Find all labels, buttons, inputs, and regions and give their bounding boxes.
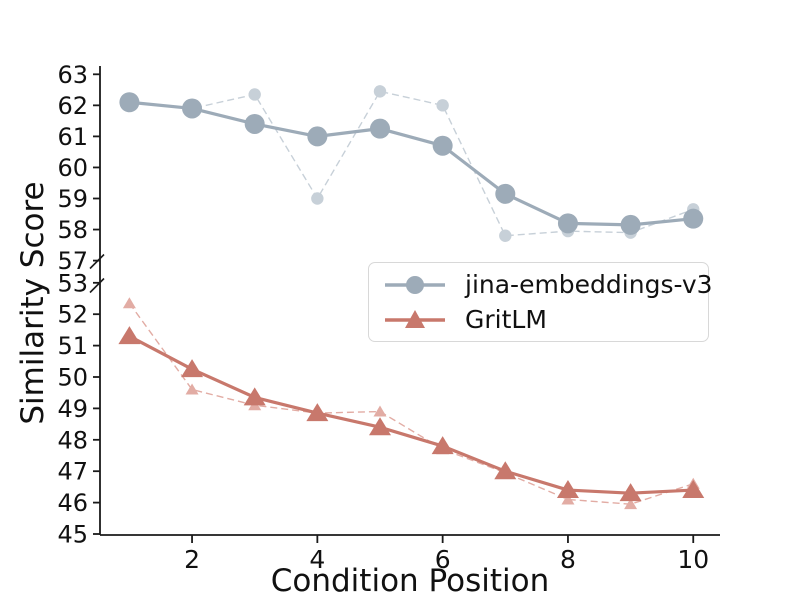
y-tick-label: 60 (57, 154, 88, 182)
data-point-marker (556, 480, 579, 499)
data-point-marker (683, 208, 704, 229)
y-ticks-top: 57 58 59 60 61 62 63 (57, 61, 100, 275)
y-tick-label: 49 (57, 395, 88, 423)
break-slash (89, 277, 105, 294)
data-point-marker (620, 214, 641, 235)
x-axis-label: Condition Position (270, 563, 550, 599)
data-point-marker (373, 85, 387, 98)
series-line (129, 100, 694, 227)
data-point-marker (306, 403, 329, 422)
data-point-marker (682, 480, 705, 499)
data-point-marker (122, 297, 136, 309)
data-point-marker (561, 493, 575, 505)
y-tick-label: 58 (57, 216, 88, 244)
x-tick-label: 6 (435, 545, 451, 574)
y-tick-label: 52 (57, 301, 88, 329)
data-point-marker (181, 359, 204, 378)
y-tick-label: 59 (57, 185, 88, 213)
data-point-marker (307, 126, 328, 147)
data-point-marker (185, 383, 199, 395)
axes (99, 66, 720, 536)
y-tick-label: 46 (57, 489, 88, 517)
x-tick-label: 4 (309, 545, 325, 574)
y-tick-label: 53 (57, 269, 88, 297)
x-ticks: 2 4 6 8 10 (184, 535, 709, 574)
series-GritLM (118, 326, 705, 502)
legend-label: GritLM (465, 305, 547, 334)
legend-item-GritLM: GritLM (379, 303, 698, 337)
data-point-marker (619, 483, 642, 502)
series-line (129, 90, 694, 237)
data-point-marker (624, 498, 638, 510)
y-tick-label: 61 (57, 123, 88, 151)
data-point-marker (243, 387, 266, 406)
y-tick-label: 48 (57, 426, 88, 454)
legend: jina-embeddings-v3 GritLM (368, 262, 713, 342)
y-tick-label: 63 (57, 61, 88, 89)
legend-triangle-marker-icon (385, 309, 445, 328)
legend-item-jina-embeddings-v3: jina-embeddings-v3 (379, 268, 713, 302)
data-point-marker (431, 436, 454, 455)
data-point-marker (373, 405, 387, 417)
y-tick-label: 45 (57, 521, 88, 549)
y-axis-label: Similarity Score (15, 181, 51, 425)
series-jina-embeddings-v3-dashed (123, 85, 700, 242)
data-point-marker (557, 213, 578, 234)
data-point-marker (369, 417, 391, 436)
data-point-marker (248, 88, 261, 101)
data-point-marker (118, 326, 141, 345)
x-tick-label: 10 (677, 545, 709, 574)
x-tick-label: 2 (184, 545, 200, 574)
series-jina-embeddings-v3 (119, 92, 704, 235)
y-ticks-bottom: 45 46 47 48 49 50 51 52 53 (57, 269, 100, 549)
data-point-marker (499, 229, 512, 242)
data-point-marker (436, 99, 449, 112)
x-tick-label: 8 (560, 545, 576, 574)
data-point-marker (119, 92, 140, 113)
data-point-marker (494, 461, 517, 480)
y-tick-label: 50 (57, 364, 88, 392)
data-point-marker (370, 118, 390, 139)
y-tick-label: 62 (57, 92, 88, 120)
data-point-marker (182, 98, 203, 119)
y-tick-label: 47 (57, 458, 88, 486)
data-point-marker (311, 192, 324, 205)
data-point-marker (495, 183, 516, 204)
data-point-marker (432, 135, 453, 156)
y-tick-label: 57 (57, 247, 88, 275)
series-line (128, 334, 694, 495)
data-point-marker (244, 113, 265, 134)
y-tick-label: 51 (57, 332, 88, 360)
series-line (128, 302, 694, 505)
legend-label: jina-embeddings-v3 (465, 270, 713, 299)
legend-circle-marker-icon (385, 275, 445, 294)
